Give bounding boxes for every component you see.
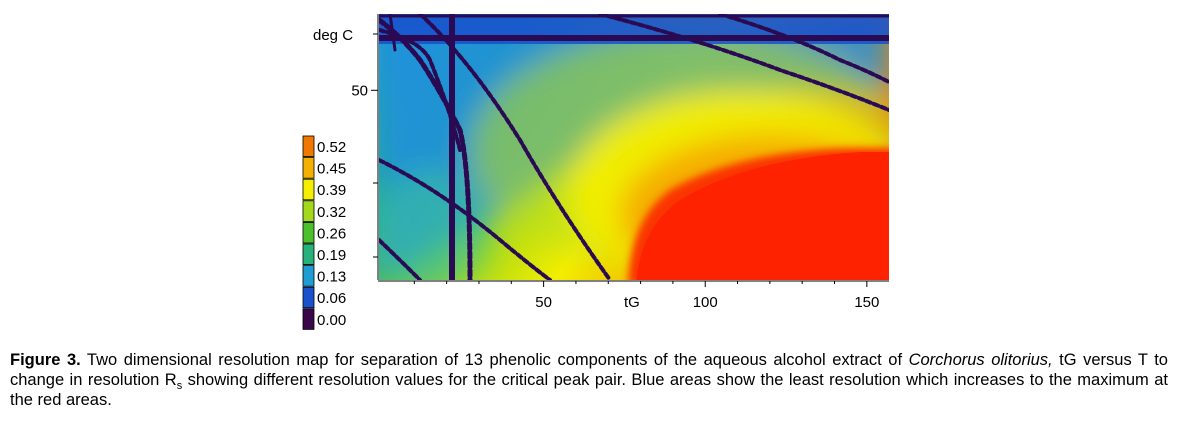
y-axis-minor-ticks (373, 33, 378, 258)
caption-text-3: showing different resolution values for … (10, 371, 1168, 409)
legend-swatch (302, 308, 315, 330)
y-axis-label: deg C (313, 27, 353, 44)
legend-swatch (302, 265, 315, 287)
legend-swatch (302, 221, 315, 244)
legend-swatch (302, 178, 315, 201)
caption-text-1: Two dimensional resolution map for separ… (80, 351, 909, 369)
legend-label: 0.19 (317, 247, 346, 264)
x-axis-label: tG (624, 294, 640, 311)
x-tick-label: 50 (535, 294, 552, 311)
legend-label: 0.06 (317, 290, 346, 307)
x-tick-label: 150 (854, 294, 879, 311)
legend-swatch (302, 286, 315, 309)
caption-text-2: tG versus T to change in resolution R (10, 351, 1168, 389)
legend-label: 0.39 (317, 182, 346, 199)
legend-swatch (302, 157, 315, 179)
legend-label: 0.32 (317, 204, 346, 221)
legend-label: 0.52 (317, 139, 346, 156)
axes (377, 14, 889, 282)
caption-subscript: s (176, 380, 183, 392)
caption-figure-label: Figure 3. (10, 351, 81, 369)
x-tick-label: 100 (693, 294, 718, 311)
legend-label: 0.26 (317, 225, 346, 242)
legend-label: 0.13 (317, 269, 346, 286)
legend-swatch (302, 200, 315, 222)
heatmap-plot-area (379, 14, 889, 280)
y-axis-ticks: 50 (351, 82, 378, 99)
resolution-map-chart: 50 50 100 150 deg C tG 0.52 0.45 0.39 0.32 0.2… (302, 14, 889, 330)
legend-swatch (302, 135, 315, 158)
legend-swatch (302, 243, 315, 266)
x-axis-ticks: 50 100 150 (535, 281, 879, 311)
y-tick-label: 50 (351, 82, 368, 99)
caption-species: Corchorus olitorius, (908, 351, 1053, 369)
color-legend: 0.52 0.45 0.39 0.32 0.26 0.19 0.13 0.06 0.00 (302, 135, 346, 330)
legend-label: 0.00 (317, 312, 346, 329)
figure-caption: Figure 3. Two dimensional resolution map… (10, 350, 1168, 410)
legend-label: 0.45 (317, 161, 346, 178)
x-axis-minor-ticks (413, 281, 836, 284)
